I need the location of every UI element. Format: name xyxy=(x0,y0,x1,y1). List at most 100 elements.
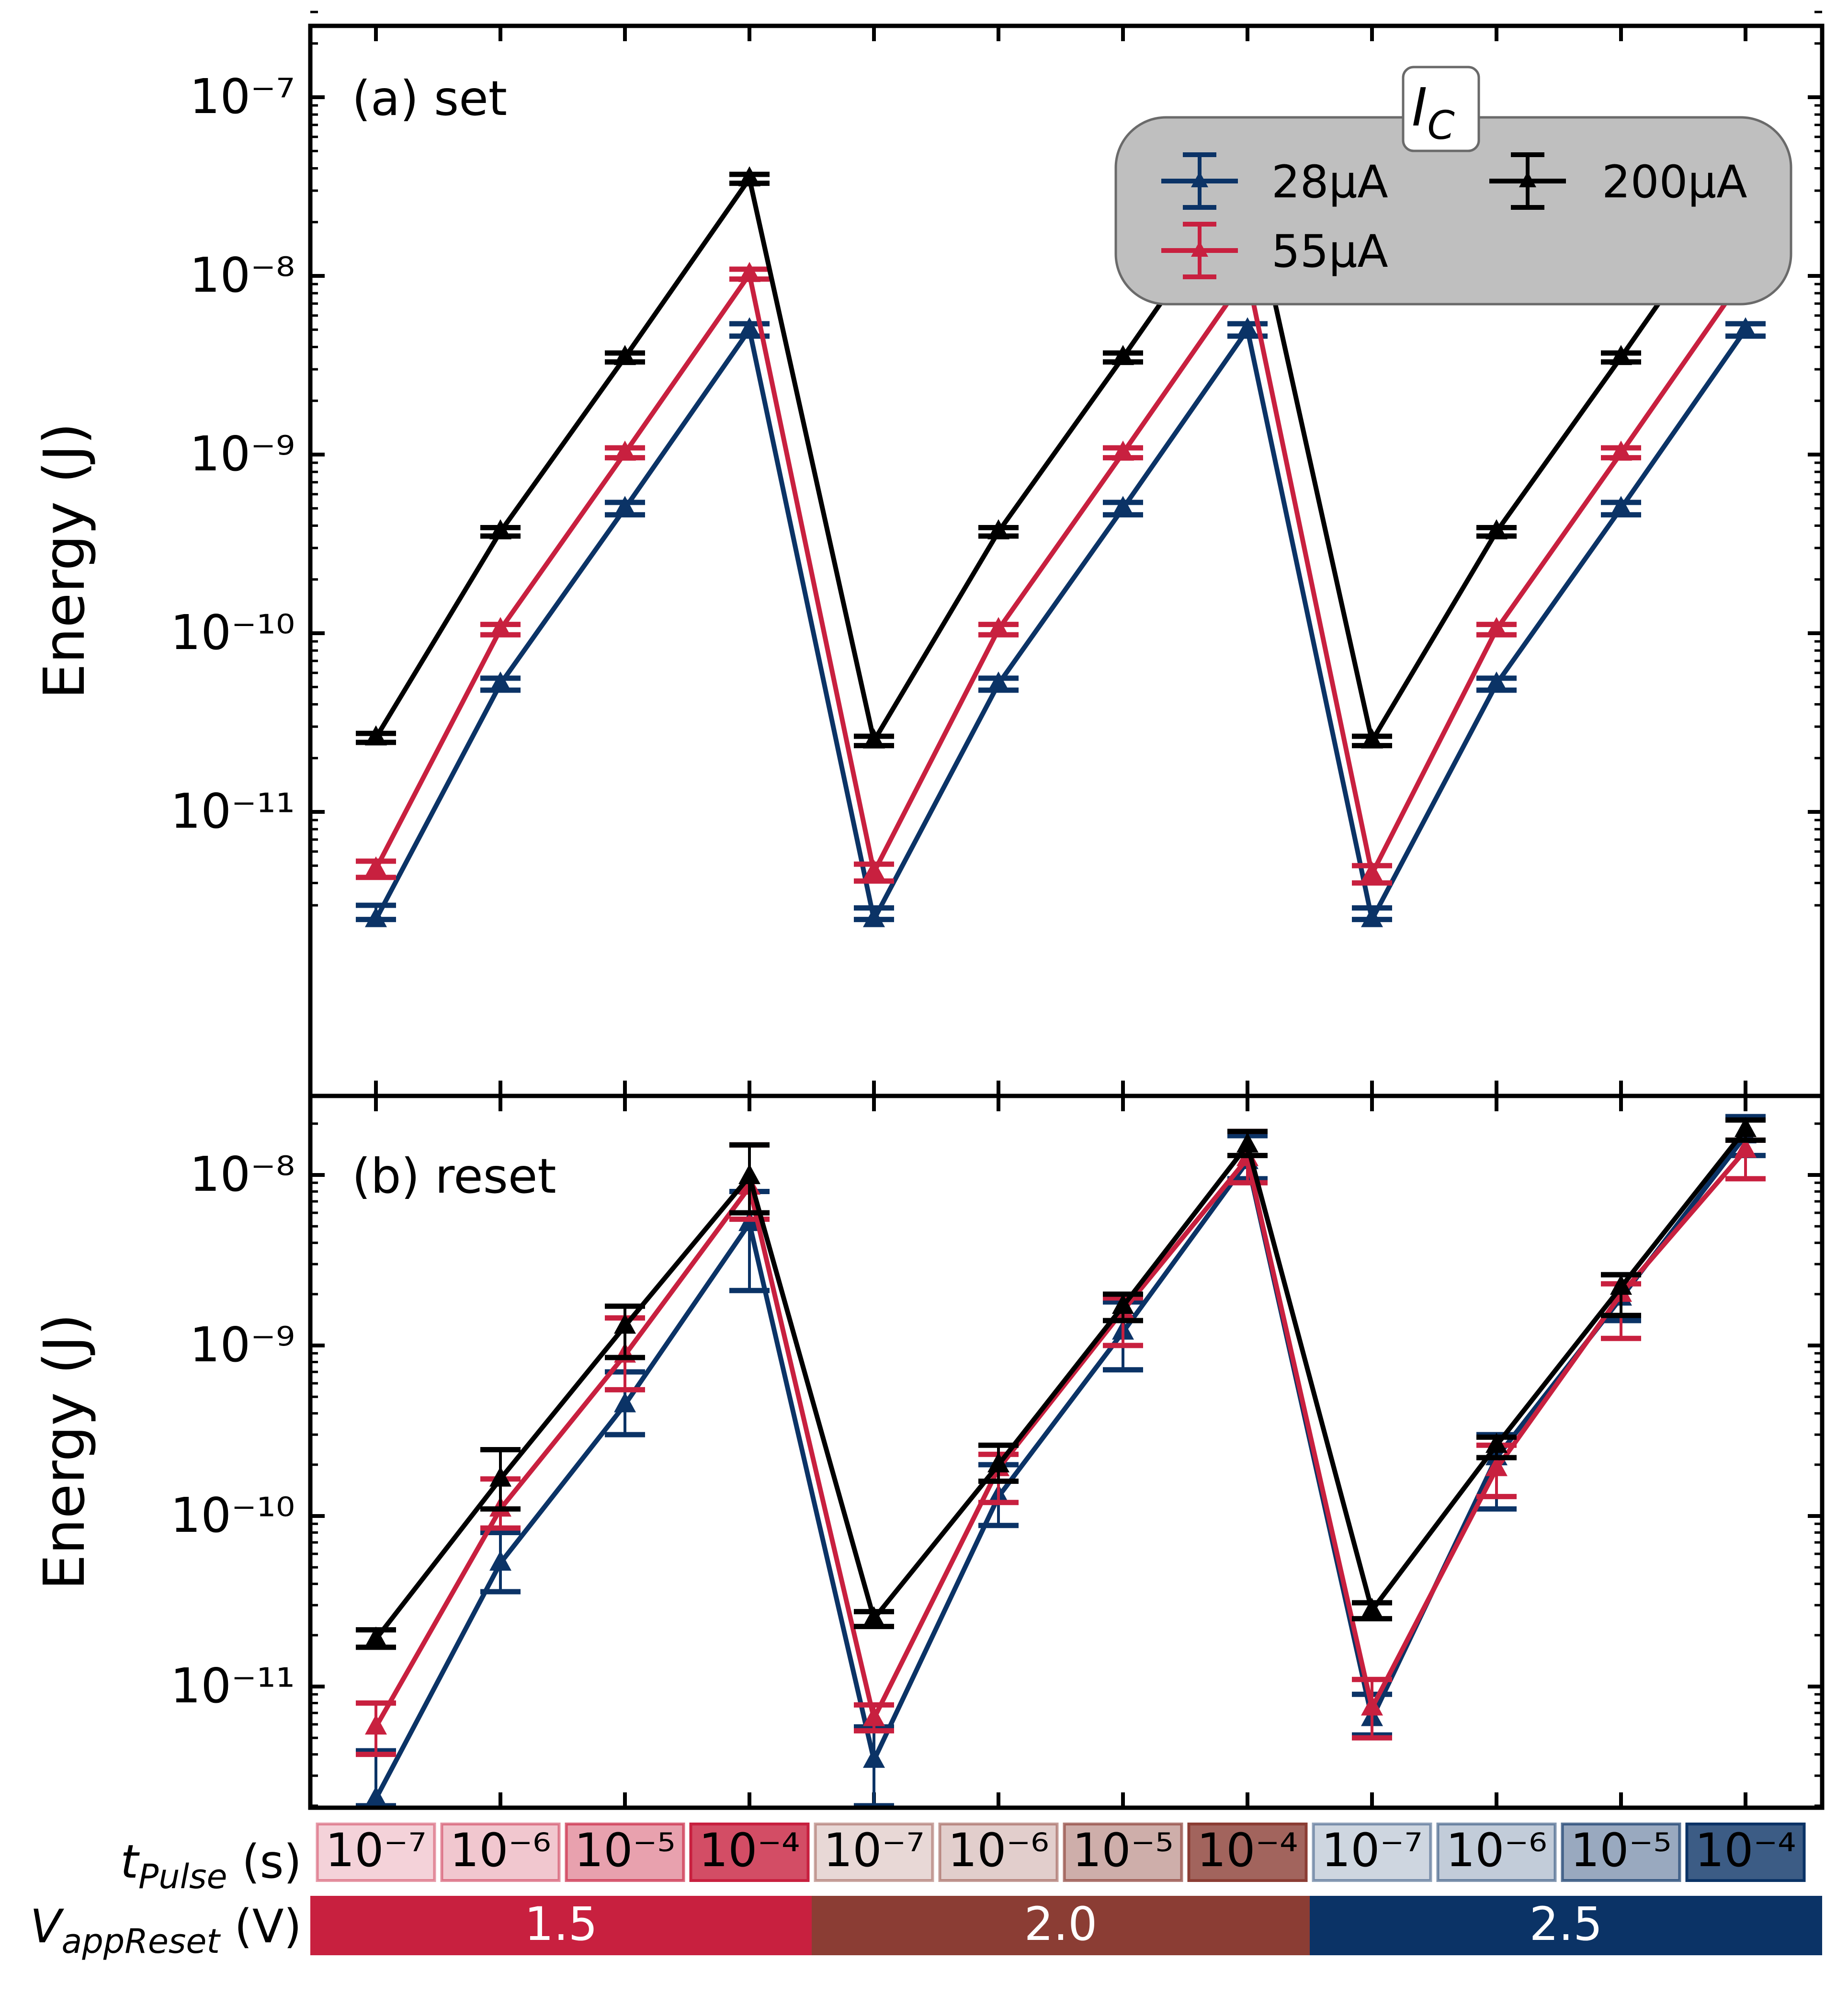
y-tick-label-a: 10⁻⁹ xyxy=(190,426,295,482)
y-tick-label-a: 10⁻⁷ xyxy=(190,68,295,125)
data-point-28a xyxy=(863,907,885,927)
data-point-55a xyxy=(1112,440,1134,461)
pulse-width-label: 10⁻⁷ xyxy=(823,1824,924,1877)
legend-title: IC xyxy=(1412,77,1455,148)
series-line-28a-a xyxy=(374,323,1748,927)
series-line-200a-b xyxy=(374,1128,1747,1641)
data-point-200a xyxy=(1236,1132,1258,1153)
data-point-55a xyxy=(489,617,511,638)
data-point-55a xyxy=(1610,440,1632,461)
y-tick-label-b: 10⁻⁸ xyxy=(190,1146,295,1202)
pulse-width-cell xyxy=(1685,1823,1806,1882)
data-point-28a xyxy=(1610,496,1632,516)
pulse-width-cell xyxy=(1561,1823,1681,1882)
pulse-width-label: 10⁻⁵ xyxy=(1072,1824,1173,1877)
data-point-28a xyxy=(863,1747,885,1768)
data-point-28a xyxy=(614,1392,636,1413)
series-line-55a-b xyxy=(374,1148,1747,1728)
data-point-28a xyxy=(1236,317,1258,338)
pulse-width-label: 10⁻⁵ xyxy=(1570,1824,1671,1877)
pulse-width-cell xyxy=(814,1823,934,1882)
panel-a-label: (a) set xyxy=(352,70,507,126)
data-point-200a xyxy=(489,1466,511,1487)
y-tick-label-a: 10⁻¹⁰ xyxy=(170,604,295,661)
tpulse-axis-label: tPulse (s) xyxy=(120,1835,302,1896)
legend-label-55ua: 55μA xyxy=(1271,226,1388,278)
data-point-200a xyxy=(738,166,760,187)
data-point-55a xyxy=(1485,617,1508,638)
data-point-28a xyxy=(738,317,760,338)
data-point-28a xyxy=(489,1550,511,1571)
data-point-28a xyxy=(365,907,387,927)
data-point-28a xyxy=(365,1786,387,1807)
data-point-200a xyxy=(1361,728,1383,749)
pulse-width-label: 10⁻⁴ xyxy=(1197,1824,1298,1877)
panel-b-label: (b) reset xyxy=(352,1148,556,1204)
series-line-55a-a xyxy=(374,268,1748,881)
y-tick-label-a: 10⁻⁸ xyxy=(190,247,295,303)
data-point-200a xyxy=(1112,345,1134,365)
pulse-width-cell xyxy=(1187,1823,1308,1882)
series-line-200a-a xyxy=(374,172,1748,747)
data-point-28a xyxy=(489,671,511,692)
pulse-width-cell xyxy=(1312,1823,1432,1882)
legend-marker-28ua xyxy=(1191,171,1208,187)
voltage-label: 2.0 xyxy=(1024,1897,1098,1951)
data-point-55a xyxy=(987,617,1009,638)
x-axis-strips: tPulse (s) VappReset (V) 10⁻⁷ 10⁻⁶ 10⁻⁵ 10⁻… xyxy=(30,1823,1822,1961)
data-point-200a xyxy=(987,519,1009,540)
legend-item-55ua: 55μA xyxy=(1161,222,1388,279)
legend: IC 28μA 55μA xyxy=(1114,66,1792,306)
data-point-55a xyxy=(614,440,636,461)
pulse-width-label: 10⁻⁵ xyxy=(574,1824,675,1877)
panel-b-frame xyxy=(308,1094,1825,1810)
data-point-28a xyxy=(1361,907,1383,927)
data-point-200a xyxy=(1485,1433,1508,1453)
y-tick-label-a: 10⁻¹¹ xyxy=(170,783,295,839)
data-point-200a xyxy=(1610,1275,1632,1295)
pulse-width-label: 10⁻⁴ xyxy=(699,1824,800,1877)
legend-marker-55ua xyxy=(1191,241,1208,257)
voltage-cell xyxy=(812,1896,1310,1955)
pulse-width-cell xyxy=(316,1823,436,1882)
data-point-200a xyxy=(365,1626,387,1647)
data-point-55a xyxy=(1361,861,1383,882)
data-point-200a xyxy=(1485,519,1508,540)
data-point-200a xyxy=(738,1164,760,1185)
data-point-55a xyxy=(365,1714,387,1735)
legend-title-box xyxy=(1402,66,1480,152)
series-line-28a-b xyxy=(374,1134,1747,1800)
pulse-width-label: 10⁻⁶ xyxy=(1446,1824,1547,1877)
pulse-width-cell xyxy=(565,1823,685,1882)
pulse-width-cell xyxy=(689,1823,810,1882)
data-point-200a xyxy=(1361,1597,1383,1618)
y-tick-label-b: 10⁻⁹ xyxy=(190,1317,295,1373)
data-point-28a xyxy=(1112,496,1134,516)
data-point-55a xyxy=(1361,1695,1383,1716)
pulse-width-label: 10⁻⁶ xyxy=(450,1824,551,1877)
pulse-width-cell xyxy=(1063,1823,1183,1882)
pulse-width-cells: 10⁻⁷ 10⁻⁶ 10⁻⁵ 10⁻⁴ 10⁻⁷ 10⁻⁶ 10⁻⁵ 10⁻⁴ 10⁻⁷ 10⁻⁶… xyxy=(316,1823,1806,1882)
vapp-axis-label: VappReset (V) xyxy=(30,1900,302,1961)
data-point-200a xyxy=(614,1313,636,1334)
pulse-width-label: 10⁻⁷ xyxy=(325,1824,426,1877)
data-point-55a xyxy=(738,262,760,282)
data-point-55a xyxy=(863,1706,885,1726)
data-point-55a xyxy=(365,856,387,877)
data-point-55a xyxy=(1485,1456,1508,1476)
data-point-200a xyxy=(987,1452,1009,1472)
legend-item-28ua: 28μA xyxy=(1161,152,1388,210)
y-tick-label-b: 10⁻¹¹ xyxy=(170,1658,295,1714)
y-tick-label-b: 10⁻¹⁰ xyxy=(170,1487,295,1543)
panel-b-ylabel: Energy (J) xyxy=(31,1313,97,1590)
pulse-width-cell xyxy=(1436,1823,1557,1882)
voltage-cell xyxy=(310,1896,812,1955)
data-point-200a xyxy=(489,519,511,540)
voltage-cell xyxy=(1310,1896,1822,1955)
data-point-200a xyxy=(614,345,636,365)
data-point-28a xyxy=(1485,671,1508,692)
voltage-cells: 1.5 2.0 2.5 xyxy=(310,1896,1822,1955)
